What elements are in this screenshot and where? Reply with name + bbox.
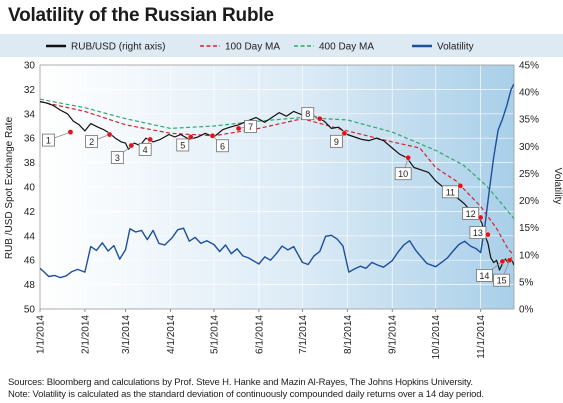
annotation-label: 14	[479, 271, 489, 281]
x-tick-label: 3/1/2014	[121, 315, 132, 354]
y-left-tick-label: 50	[24, 305, 36, 316]
annotation-point	[128, 142, 135, 149]
series-line-400-day-ma	[40, 98, 514, 220]
annotation-point	[499, 258, 506, 265]
annotation-box	[42, 133, 55, 147]
plot-border	[39, 64, 515, 310]
annotation-point	[187, 134, 194, 140]
annotation-box	[301, 107, 315, 121]
x-tick-label: 4/1/2014	[166, 315, 177, 354]
annotation-point	[405, 154, 411, 161]
annotation-label: 10	[398, 169, 408, 179]
annotation-point	[67, 129, 74, 135]
x-tick-label: 6/1/2014	[254, 315, 265, 354]
legend-label: Volatility	[437, 42, 474, 53]
annotation-box	[176, 138, 190, 152]
y-left-tick-label: 34	[24, 109, 36, 120]
series-layer	[40, 83, 514, 279]
annotation-label: 7	[248, 122, 253, 132]
annotation-label: 11	[446, 187, 455, 197]
annotation-label: 4	[143, 145, 148, 155]
annotation-box	[469, 226, 487, 239]
annotation-box	[493, 273, 511, 287]
source-note: Sources: Bloomberg and calculations by P…	[8, 377, 473, 388]
x-tick-label: 10/1/2014	[431, 315, 442, 360]
annotation-point	[316, 115, 323, 122]
x-tick-label: 8/1/2014	[343, 315, 354, 354]
series-line-volatility	[40, 83, 514, 279]
y-right-tick-label: 15%	[519, 223, 539, 234]
annotation-box	[216, 139, 229, 153]
x-tick-label: 9/1/2014	[388, 315, 399, 354]
y-right-tick-label: 45%	[519, 61, 539, 72]
y-left-tick-label: 44	[24, 231, 36, 242]
annotation-point	[485, 231, 491, 238]
series-line-100-day-ma	[40, 101, 514, 256]
annotation-box	[441, 185, 459, 199]
legend-band	[0, 34, 563, 57]
right-axis-title: Volatility	[552, 168, 563, 205]
annotation-label: 8	[305, 109, 310, 119]
y-right-tick-label: 20%	[519, 196, 539, 207]
y-left-tick-label: 46	[24, 256, 36, 267]
legend-label: 100 Day MA	[225, 42, 280, 53]
x-tick-label: 7/1/2014	[298, 315, 309, 354]
y-left-tick-label: 38	[24, 158, 36, 169]
annotation-label: 13	[473, 228, 483, 238]
annotation-label: 3	[115, 153, 120, 163]
y-right-tick-label: 25%	[519, 169, 539, 180]
y-left-tick-label: 36	[24, 134, 36, 145]
y-left-tick-label: 32	[24, 85, 36, 96]
annotation-box	[476, 269, 493, 282]
y-right-tick-label: 10%	[519, 250, 539, 261]
x-tick-label: 2/1/2014	[80, 315, 91, 354]
x-tick-label: 11/1/2014	[476, 315, 487, 359]
y-left-tick-label: 40	[24, 183, 36, 194]
y-left-tick-label: 48	[24, 280, 36, 291]
annotation-point	[106, 131, 113, 138]
x-tick-label: 5/1/2014	[209, 315, 220, 354]
annotation-point	[209, 132, 216, 139]
legend-label: RUB/USD (right axis)	[71, 42, 165, 53]
legend: RUB/USD (right axis) 100 Day MA 400 Day MA…	[46, 42, 474, 53]
y-right-tick-label: 35%	[519, 115, 539, 126]
annotation-box	[110, 151, 124, 164]
volatility-note: Note: Volatility is calculated as the st…	[8, 389, 484, 400]
y-left-tick-label: 42	[24, 207, 36, 218]
annotation-label: 2	[89, 137, 94, 147]
annotation-point	[477, 214, 484, 221]
annotation-box	[462, 207, 480, 220]
annotation-point	[147, 136, 153, 143]
annotation-label: 9	[334, 137, 339, 147]
annotation-box	[138, 143, 152, 156]
annotation-point	[506, 257, 513, 264]
annotation-point	[457, 182, 464, 189]
grid	[40, 65, 514, 309]
annotation-label: 15	[497, 276, 507, 286]
left-axis-title: RUB /USD Spot Exchange Rate	[4, 116, 15, 259]
annotation-box	[394, 167, 412, 181]
y-right-tick-label: 40%	[519, 88, 539, 99]
y-right-tick-label: 30%	[519, 142, 539, 153]
y-right-tick-label: 0%	[519, 305, 534, 316]
annotation-box	[330, 134, 343, 148]
x-tick-label: 1/1/2014	[36, 315, 47, 354]
annotation-label: 5	[180, 140, 185, 150]
annotation-label: 12	[466, 209, 476, 219]
y-right-tick-label: 5%	[519, 277, 534, 288]
annotation-box	[85, 135, 98, 148]
legend-label: 400 Day MA	[319, 42, 374, 53]
annotation-label: 6	[220, 141, 225, 151]
chart-title: Volatility of the Russian Ruble	[8, 5, 274, 26]
annotation-label: 1	[46, 136, 51, 146]
annotation-box	[244, 120, 257, 133]
annotation-point	[235, 125, 242, 132]
annotation-point	[341, 130, 348, 137]
y-left-tick-label: 30	[24, 61, 36, 72]
volatility-chart: RUB/USD (right axis) 100 Day MA 400 Day MA…	[0, 34, 563, 360]
